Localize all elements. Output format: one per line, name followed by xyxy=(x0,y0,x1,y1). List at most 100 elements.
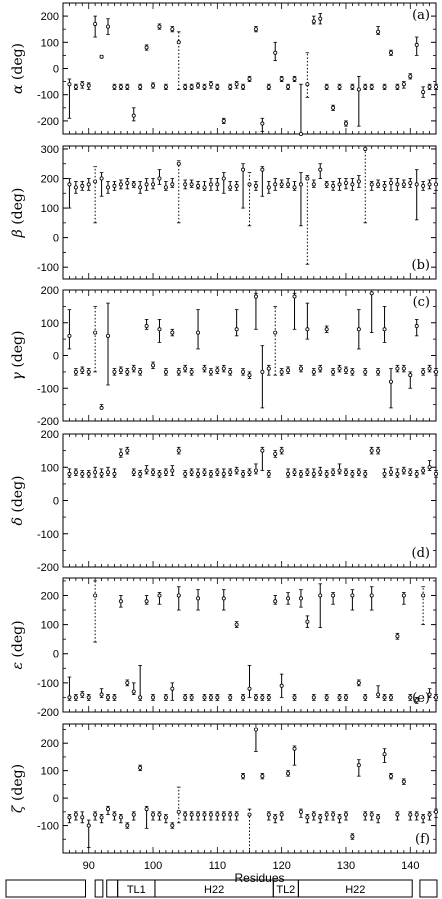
marker xyxy=(408,812,413,817)
data-point xyxy=(305,175,310,265)
data-point xyxy=(176,786,181,824)
marker xyxy=(170,823,175,828)
marker xyxy=(247,373,252,378)
y-tick-label: -100 xyxy=(37,821,59,833)
y-tick-label: -200 xyxy=(37,707,59,719)
y-tick-label: 200 xyxy=(41,174,59,186)
marker xyxy=(388,50,393,55)
data-point xyxy=(343,178,348,190)
data-point xyxy=(106,18,111,35)
data-point xyxy=(183,179,188,190)
data-point xyxy=(382,305,387,343)
marker xyxy=(292,695,297,700)
data-point xyxy=(266,83,271,90)
data-point xyxy=(427,179,432,190)
marker xyxy=(138,84,143,89)
marker xyxy=(266,84,271,89)
marker xyxy=(80,815,85,820)
marker xyxy=(138,765,143,770)
data-point xyxy=(318,13,323,25)
data-point xyxy=(118,448,123,458)
marker xyxy=(86,695,91,700)
marker xyxy=(99,176,104,181)
data-point xyxy=(106,805,111,815)
data-point xyxy=(260,117,265,132)
data-point xyxy=(414,36,419,56)
data-point xyxy=(241,83,246,90)
secondary-structure-track: TL1 H22 TL2 H22 xyxy=(5,879,438,898)
data-point xyxy=(215,694,220,701)
marker xyxy=(266,471,271,476)
marker xyxy=(118,84,123,89)
data-point xyxy=(241,694,246,701)
data-point xyxy=(273,41,278,62)
y-axis-symbol: γ xyxy=(10,368,26,381)
marker xyxy=(305,176,310,181)
marker xyxy=(331,593,336,598)
marker xyxy=(350,84,355,89)
data-point xyxy=(382,748,387,763)
marker xyxy=(395,812,400,817)
marker xyxy=(163,695,168,700)
marker xyxy=(215,470,220,475)
data-point xyxy=(395,632,400,640)
data-point xyxy=(273,814,278,824)
data-point xyxy=(253,181,258,191)
marker xyxy=(401,182,406,187)
x-tick-label: 110 xyxy=(209,860,227,872)
data-point xyxy=(176,586,181,611)
marker xyxy=(311,182,316,187)
data-point xyxy=(376,814,381,824)
marker xyxy=(112,84,117,89)
data-point xyxy=(138,368,143,376)
marker xyxy=(253,294,258,299)
marker xyxy=(388,180,393,185)
data-point xyxy=(279,811,284,821)
marker xyxy=(273,330,278,335)
marker xyxy=(80,183,85,188)
data-point xyxy=(176,446,181,455)
y-tick-label: 300 xyxy=(41,144,59,156)
data-point xyxy=(421,814,426,824)
data-point xyxy=(388,368,393,409)
data-point xyxy=(311,179,316,188)
marker xyxy=(202,812,207,817)
data-point xyxy=(99,404,104,410)
data-point xyxy=(196,82,201,89)
data-point xyxy=(99,172,104,197)
data-point xyxy=(144,319,149,330)
marker xyxy=(189,695,194,700)
x-tick-label: 130 xyxy=(337,860,355,872)
marker xyxy=(253,468,258,473)
marker xyxy=(414,182,419,187)
marker xyxy=(305,815,310,820)
data-point xyxy=(202,181,207,191)
marker xyxy=(183,812,188,817)
marker xyxy=(356,327,361,332)
marker xyxy=(382,752,387,757)
y-tick-label: 0 xyxy=(53,496,59,508)
data-point xyxy=(388,694,393,701)
data-point xyxy=(298,808,303,818)
data-point xyxy=(170,682,175,701)
marker xyxy=(99,815,104,820)
marker xyxy=(324,812,329,817)
data-point xyxy=(125,83,130,90)
data-point xyxy=(189,694,194,701)
data-point xyxy=(286,468,291,478)
data-point xyxy=(266,470,271,478)
data-point xyxy=(118,83,123,90)
data-point xyxy=(144,44,149,51)
data-point xyxy=(253,292,258,330)
y-tick-label: -200 xyxy=(37,116,59,128)
data-point xyxy=(388,178,393,191)
data-point xyxy=(131,468,136,476)
marker xyxy=(279,812,284,817)
data-point xyxy=(408,371,413,389)
marker xyxy=(189,369,194,374)
marker xyxy=(170,686,175,691)
data-point xyxy=(395,811,400,821)
marker xyxy=(421,90,426,95)
data-point xyxy=(112,468,117,478)
data-point xyxy=(388,466,393,476)
